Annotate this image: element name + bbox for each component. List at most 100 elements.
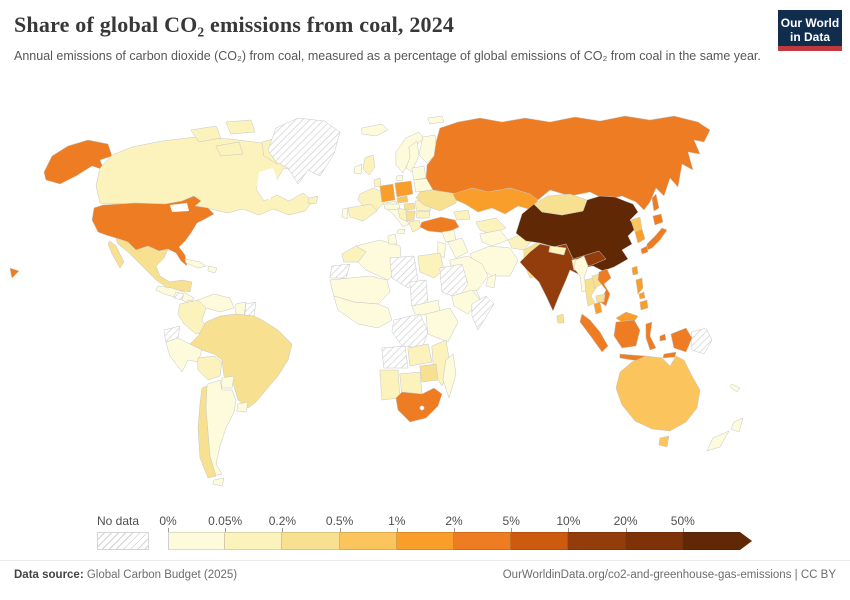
country-italy-sicily[interactable] — [396, 228, 406, 235]
country-finland[interactable] — [418, 134, 438, 164]
country-south-africa[interactable] — [395, 387, 443, 423]
country-usa-hawaii[interactable] — [9, 267, 20, 279]
country-czech[interactable] — [396, 195, 409, 204]
country-chile[interactable] — [197, 385, 217, 479]
legend-bucket-50%[interactable] — [682, 532, 740, 550]
country-western-sahara[interactable] — [329, 263, 351, 279]
country-indonesia-kalimantan[interactable] — [613, 319, 641, 349]
country-philippines-visayas[interactable] — [638, 291, 646, 300]
country-madagascar[interactable] — [442, 353, 457, 399]
country-cuba[interactable] — [184, 258, 207, 269]
country-indonesia-lesser-sunda[interactable] — [662, 351, 677, 359]
country-japan-honshu[interactable] — [646, 227, 668, 251]
country-egypt[interactable] — [417, 252, 445, 279]
legend-bucket-10%[interactable] — [568, 532, 626, 550]
country-japan-kyushu[interactable] — [640, 245, 649, 255]
country-vietnam[interactable] — [597, 268, 612, 307]
country-malaysia-peninsula[interactable] — [593, 301, 603, 315]
country-south-korea[interactable] — [634, 228, 646, 244]
country-australia-tasmania[interactable] — [658, 435, 670, 448]
no-data-swatch[interactable] — [97, 532, 149, 550]
country-bolivia[interactable] — [197, 355, 223, 381]
country-west-africa[interactable] — [333, 295, 393, 329]
owid-link[interactable]: OurWorldinData.org/co2-and-greenhouse-ga… — [502, 569, 792, 581]
country-ireland[interactable] — [353, 163, 363, 175]
country-malaysia-borneo[interactable] — [615, 311, 639, 323]
country-sweden[interactable] — [405, 140, 420, 173]
owid-logo[interactable]: Our World in Data — [778, 10, 842, 51]
country-philippines-luzon[interactable] — [635, 277, 644, 295]
country-denmark[interactable] — [395, 174, 404, 182]
country-iraq[interactable] — [447, 237, 469, 259]
country-austria-switzerland[interactable] — [383, 203, 401, 211]
country-portugal[interactable] — [341, 207, 349, 220]
country-paraguay[interactable] — [221, 375, 235, 389]
country-bulgaria[interactable] — [415, 210, 431, 219]
country-poland[interactable] — [394, 180, 414, 198]
country-germany[interactable] — [379, 183, 396, 203]
country-angola[interactable] — [381, 345, 409, 369]
country-tierra-del-fuego[interactable] — [212, 477, 225, 487]
country-greenland[interactable] — [267, 117, 341, 185]
country-indonesia-west-papua[interactable] — [670, 327, 693, 353]
legend-bucket-0.5%[interactable] — [339, 532, 397, 550]
country-indonesia-sumatra[interactable] — [579, 313, 609, 353]
country-new-zealand-north[interactable] — [730, 417, 744, 433]
country-guyana[interactable] — [235, 301, 247, 317]
legend-bucket-0.2%[interactable] — [282, 532, 340, 550]
country-uruguay[interactable] — [236, 401, 249, 413]
country-caucasus[interactable] — [453, 209, 471, 221]
country-sudan[interactable] — [439, 263, 469, 299]
country-nicaragua[interactable] — [173, 291, 185, 301]
country-usa-mainland[interactable] — [91, 195, 215, 267]
legend-bucket-1%[interactable] — [396, 532, 454, 550]
legend-bucket-2%[interactable] — [453, 532, 512, 550]
country-usa-alaska[interactable] — [43, 139, 113, 185]
country-new-zealand-south[interactable] — [706, 430, 730, 452]
country-australia[interactable] — [615, 355, 701, 432]
country-zimbabwe[interactable] — [419, 363, 439, 383]
legend-bucket-0.05%[interactable] — [225, 532, 283, 550]
country-hungary[interactable] — [403, 202, 416, 211]
country-baltics[interactable] — [411, 165, 427, 181]
country-oman[interactable] — [485, 273, 497, 289]
country-canada-arctic-3[interactable] — [215, 141, 244, 157]
country-france[interactable] — [357, 187, 386, 211]
country-turkmenistan[interactable] — [479, 229, 509, 247]
country-spain[interactable] — [347, 203, 378, 222]
country-tunisia[interactable] — [387, 233, 398, 245]
country-greece[interactable] — [408, 219, 422, 233]
country-svalbard[interactable] — [427, 115, 445, 125]
country-somalia[interactable] — [471, 295, 495, 331]
country-nepal[interactable] — [548, 245, 567, 256]
country-philippines-mindanao[interactable] — [639, 299, 649, 311]
country-hispaniola[interactable] — [207, 265, 218, 274]
country-cambodia[interactable] — [595, 293, 606, 303]
legend-bucket-5%[interactable] — [511, 532, 569, 550]
country-benelux[interactable] — [373, 177, 382, 188]
country-indonesia-maluku[interactable] — [659, 333, 667, 342]
country-canada-newfoundland[interactable] — [307, 195, 319, 205]
country-sri-lanka[interactable] — [556, 313, 565, 324]
country-canada-arctic-2[interactable] — [225, 119, 256, 135]
country-taiwan[interactable] — [631, 265, 639, 276]
country-indonesia-sulawesi[interactable] — [645, 321, 657, 351]
country-uk[interactable] — [362, 154, 376, 176]
legend-bucket-20%[interactable] — [625, 532, 683, 550]
legend-bucket-0%[interactable] — [168, 532, 226, 550]
country-brazil[interactable] — [189, 313, 293, 409]
country-iceland[interactable] — [361, 123, 389, 137]
country-namibia[interactable] — [379, 369, 401, 401]
country-kazakhstan[interactable] — [452, 187, 539, 215]
country-zambia[interactable] — [407, 343, 433, 367]
country-russia-sakhalin[interactable] — [651, 193, 660, 212]
country-serbia[interactable] — [405, 210, 416, 222]
country-japan-hokkaido[interactable] — [652, 213, 664, 226]
country-chad[interactable] — [409, 279, 429, 307]
country-canada[interactable] — [95, 136, 314, 216]
country-mexico[interactable] — [115, 237, 193, 293]
country-new-caledonia[interactable] — [729, 383, 741, 393]
country-mongolia[interactable] — [533, 193, 588, 216]
country-algeria[interactable] — [355, 239, 403, 281]
country-canada-arctic-1[interactable] — [190, 125, 222, 143]
